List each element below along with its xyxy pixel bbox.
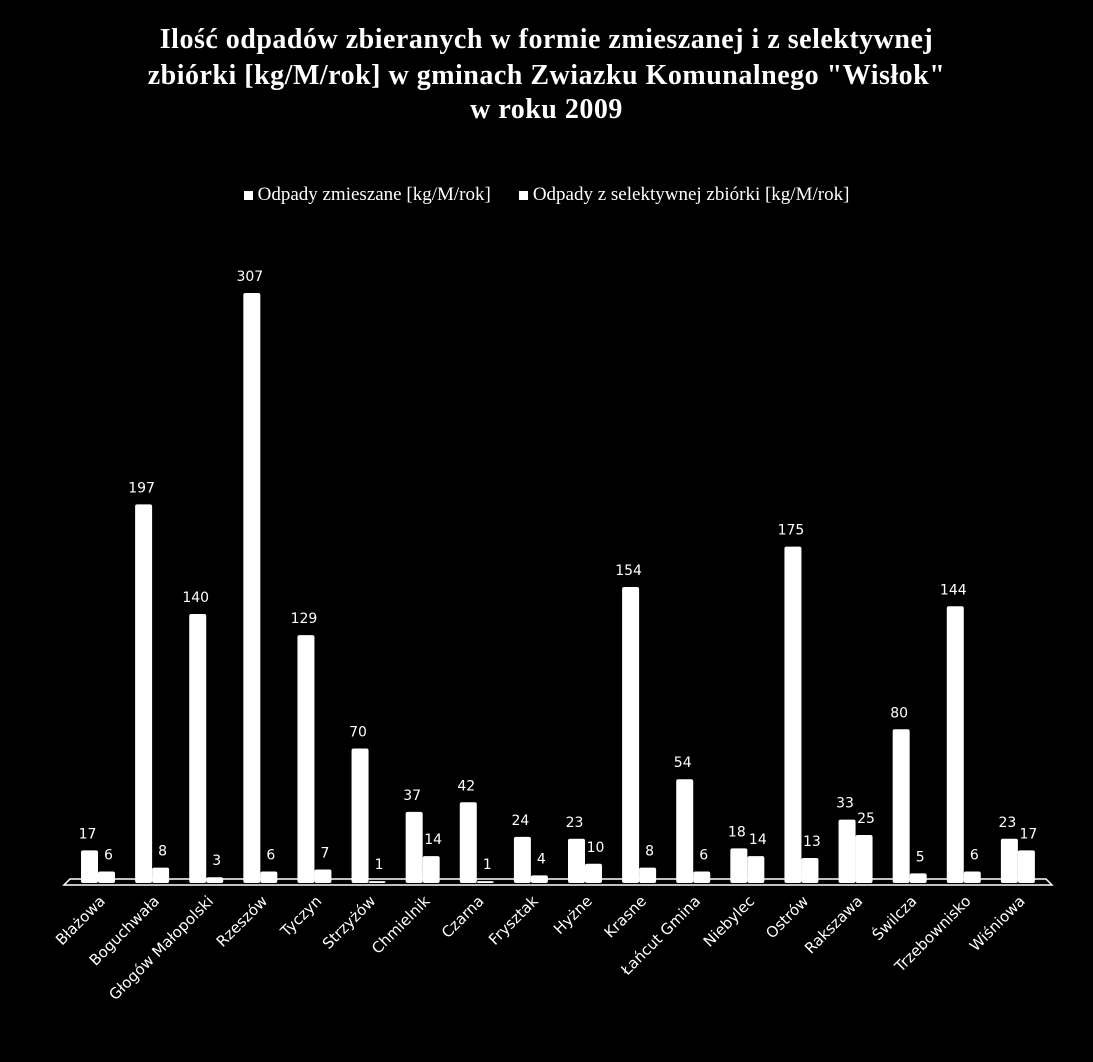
bar-mixed-14: [838, 819, 856, 883]
value-label-selective-11: 6: [699, 847, 708, 863]
legend-item-mixed: Odpady zmieszane [kg/M/rok]: [243, 184, 491, 206]
value-label-mixed-12: 18: [728, 824, 746, 840]
bar-selective-5: [368, 881, 386, 883]
bar-selective-10: [639, 867, 657, 883]
value-label-mixed-10: 154: [615, 563, 642, 579]
bar-mixed-8: [513, 836, 531, 883]
bar-selective-8: [530, 875, 548, 883]
value-label-selective-13: 13: [803, 834, 821, 850]
chart-title-line-2: zbiórki [kg/M/rok] w gminach Zwiazku Kom…: [147, 60, 946, 91]
bar-selective-1: [152, 867, 170, 883]
value-label-mixed-0: 17: [79, 826, 97, 842]
value-label-selective-16: 6: [970, 847, 979, 863]
bar-selective-7: [476, 881, 494, 883]
category-label-2: Głogów Małopolski: [105, 892, 217, 1004]
bar-mixed-12: [730, 848, 748, 883]
category-label-17: Wiśniowa: [966, 892, 1029, 955]
value-label-mixed-11: 54: [674, 755, 692, 771]
value-label-mixed-1: 197: [128, 480, 155, 496]
legend-swatch-mixed: [243, 190, 253, 200]
value-label-mixed-8: 24: [511, 813, 529, 829]
bar-mixed-17: [1000, 838, 1018, 883]
value-label-mixed-7: 42: [457, 778, 475, 794]
bar-selective-3: [260, 871, 278, 883]
value-label-mixed-4: 129: [291, 611, 318, 627]
category-label-6: Chmielnik: [368, 892, 434, 958]
bar-mixed-11: [676, 779, 694, 883]
value-label-selective-8: 4: [537, 851, 546, 867]
category-label-0: Błażowa: [52, 892, 109, 949]
bar-selective-15: [909, 873, 927, 883]
bar-mixed-5: [351, 748, 369, 883]
bar-mixed-9: [568, 838, 585, 883]
category-label-7: Czarna: [438, 892, 488, 942]
value-label-mixed-9: 23: [566, 815, 584, 831]
value-label-selective-3: 6: [266, 847, 275, 863]
category-label-4: Tyczyn: [276, 892, 325, 941]
legend-label-mixed: Odpady zmieszane [kg/M/rok]: [257, 184, 491, 205]
chart-legend: Odpady zmieszane [kg/M/rok] Odpady z sel…: [0, 184, 1093, 206]
bar-mixed-7: [459, 802, 477, 883]
value-label-selective-10: 8: [645, 844, 654, 860]
bar-selective-14: [855, 834, 873, 883]
bar-selective-12: [747, 856, 765, 883]
category-label-8: Frysztak: [485, 892, 542, 949]
bar-selective-2: [206, 877, 224, 883]
bar-mixed-6: [405, 811, 423, 883]
value-label-mixed-13: 175: [778, 523, 805, 539]
chart-title-line-3: w roku 2009: [470, 94, 623, 125]
bar-selective-6: [422, 856, 440, 883]
category-label-10: Krasne: [601, 892, 650, 941]
category-label-9: Hyżne: [550, 892, 596, 938]
chart-floor: [62, 878, 1054, 886]
legend-label-selective: Odpady z selektywnej zbiórki [kg/M/rok]: [532, 184, 850, 205]
bar-selective-9: [585, 863, 602, 883]
bar-selective-16: [963, 871, 981, 883]
legend-item-selective: Odpady z selektywnej zbiórki [kg/M/rok]: [518, 184, 850, 206]
chart-title-line-1: Ilość odpadów zbieranych w formie zmiesz…: [159, 24, 934, 55]
value-label-mixed-2: 140: [182, 590, 209, 606]
category-label-13: Ostrów: [762, 892, 812, 942]
category-label-14: Rakszawa: [801, 892, 866, 957]
bar-mixed-3: [243, 293, 261, 883]
bar-mixed-15: [892, 729, 910, 883]
value-label-selective-9: 10: [587, 840, 605, 856]
value-label-mixed-16: 144: [940, 582, 967, 598]
bar-selective-4: [314, 869, 332, 883]
bar-selective-0: [98, 871, 115, 883]
value-label-selective-2: 3: [212, 853, 221, 869]
value-label-mixed-5: 70: [349, 724, 367, 740]
bar-mixed-2: [189, 613, 207, 883]
bar-selective-11: [693, 871, 711, 883]
category-label-3: Rzeszów: [213, 892, 271, 950]
value-label-selective-6: 14: [424, 832, 442, 848]
category-label-12: Niebylec: [700, 892, 758, 950]
value-label-mixed-6: 37: [403, 788, 421, 804]
value-label-selective-1: 8: [158, 844, 167, 860]
bar-selective-13: [801, 858, 819, 883]
value-label-mixed-3: 307: [236, 269, 263, 285]
value-label-selective-12: 14: [749, 832, 767, 848]
value-label-selective-0: 6: [104, 847, 113, 863]
value-label-mixed-14: 33: [836, 796, 854, 812]
value-label-selective-17: 17: [1019, 826, 1037, 842]
bar-mixed-16: [946, 606, 964, 883]
bar-mixed-4: [297, 635, 315, 883]
value-label-selective-15: 5: [916, 849, 925, 865]
bar-mixed-1: [135, 504, 153, 883]
value-label-selective-14: 25: [857, 811, 875, 827]
legend-swatch-selective: [518, 190, 528, 200]
value-label-mixed-15: 80: [890, 705, 908, 721]
value-label-mixed-17: 23: [998, 815, 1016, 831]
bar-mixed-13: [784, 546, 802, 883]
category-label-15: Świlcza: [868, 891, 921, 944]
value-label-selective-4: 7: [320, 846, 329, 862]
bar-mixed-0: [81, 850, 98, 883]
value-label-selective-7: 1: [483, 857, 492, 873]
value-label-selective-5: 1: [375, 857, 384, 873]
bar-mixed-10: [622, 587, 640, 883]
bar-selective-17: [1017, 850, 1035, 883]
